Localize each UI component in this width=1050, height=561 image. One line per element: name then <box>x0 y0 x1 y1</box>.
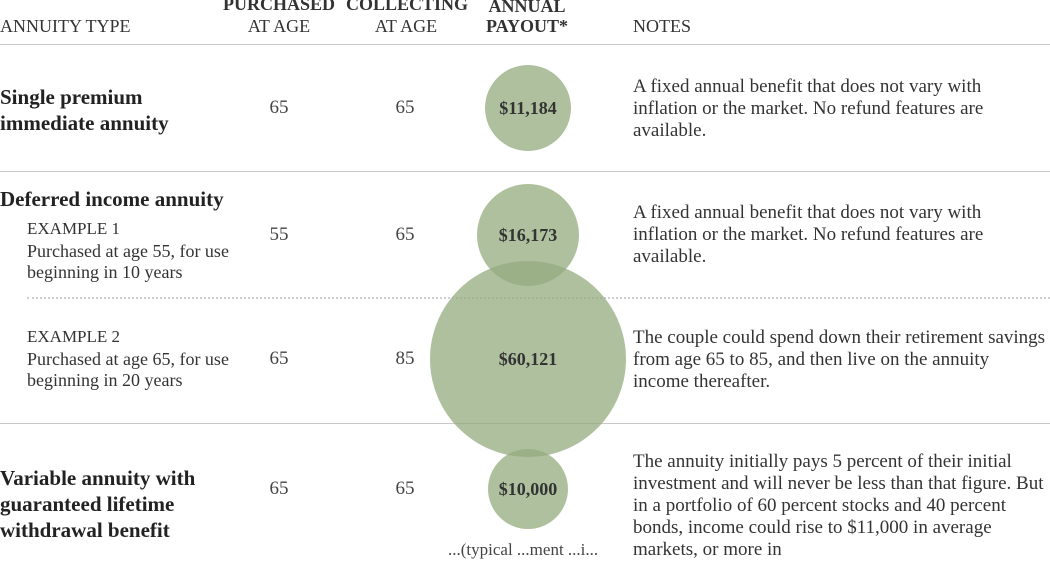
va-title-line1: Variable annuity with <box>0 466 196 490</box>
header-purchased: PURCHASED AT AGE <box>219 0 339 38</box>
ex2-desc: Purchased at age 65, for use beginning i… <box>27 349 229 390</box>
ex2-collecting-age: 85 <box>395 348 415 369</box>
ex1-label: EXAMPLE 1 <box>27 219 121 238</box>
header-collecting-line2: AT AGE <box>374 16 438 36</box>
ex2-payout-label: $60,121 <box>498 349 558 369</box>
spia-note: A fixed annual benefit that does not var… <box>633 76 984 141</box>
va-collecting-age: 65 <box>395 478 415 499</box>
spia-title: Single premium immediate annuity <box>0 84 169 136</box>
bubble-va <box>488 449 568 529</box>
ex1-collecting-age: 65 <box>395 224 415 245</box>
header-collecting: COLLECTING AT AGE <box>346 0 469 38</box>
header-notes: NOTES <box>633 16 833 37</box>
va-payout-label: $10,000 <box>498 479 558 499</box>
dia-title: Deferred income annuity <box>0 187 224 211</box>
bubble-spia <box>485 65 571 151</box>
header-payout-line2: PAYOUT* <box>485 16 568 36</box>
rule-row1 <box>0 171 1050 172</box>
spia-title-line1: Single premium <box>0 85 143 109</box>
header-payout: ANNUAL PAYOUT* <box>467 0 587 40</box>
header-purchased-line2: AT AGE <box>247 16 311 36</box>
rule-header <box>0 44 1050 45</box>
va-title: Variable annuity with guaranteed lifetim… <box>0 465 195 543</box>
spia-collecting-age: 65 <box>395 97 415 118</box>
spia-purchased-age: 65 <box>269 97 289 118</box>
header-payout-line1: ANNUAL <box>488 0 566 16</box>
header-annuity-type-text: ANNUITY TYPE <box>0 16 131 36</box>
va-title-line2: guaranteed lifetime <box>0 492 175 516</box>
va-title-line3: withdrawal benefit <box>0 518 170 542</box>
header-notes-text: NOTES <box>633 16 691 36</box>
ex1-purchased-age: 55 <box>269 224 289 245</box>
ex2-purchased-age: 65 <box>269 348 289 369</box>
va-purchased-age: 65 <box>269 478 289 499</box>
ex1-desc: Purchased at age 55, for use beginning i… <box>27 241 229 282</box>
ex1-payout-label: $16,173 <box>498 225 558 245</box>
ex2-label: EXAMPLE 2 <box>27 327 121 346</box>
footnote-fragment: ...(typical ...ment ...i... <box>448 540 599 559</box>
ex2-note: The couple could spend down their retire… <box>633 327 1046 392</box>
ex1-note: A fixed annual benefit that does not var… <box>633 202 984 267</box>
header-purchased-line1: PURCHASED <box>222 0 335 14</box>
va-note: The annuity initially pays 5 percent of … <box>633 451 1044 560</box>
header-collecting-line1: COLLECTING <box>346 0 469 14</box>
bubble-ex2 <box>430 261 626 457</box>
spia-payout-label: $11,184 <box>499 98 557 118</box>
header-annuity-type: ANNUITY TYPE <box>0 16 200 37</box>
bubble-ex1 <box>477 184 579 286</box>
spia-title-line2: immediate annuity <box>0 111 169 135</box>
